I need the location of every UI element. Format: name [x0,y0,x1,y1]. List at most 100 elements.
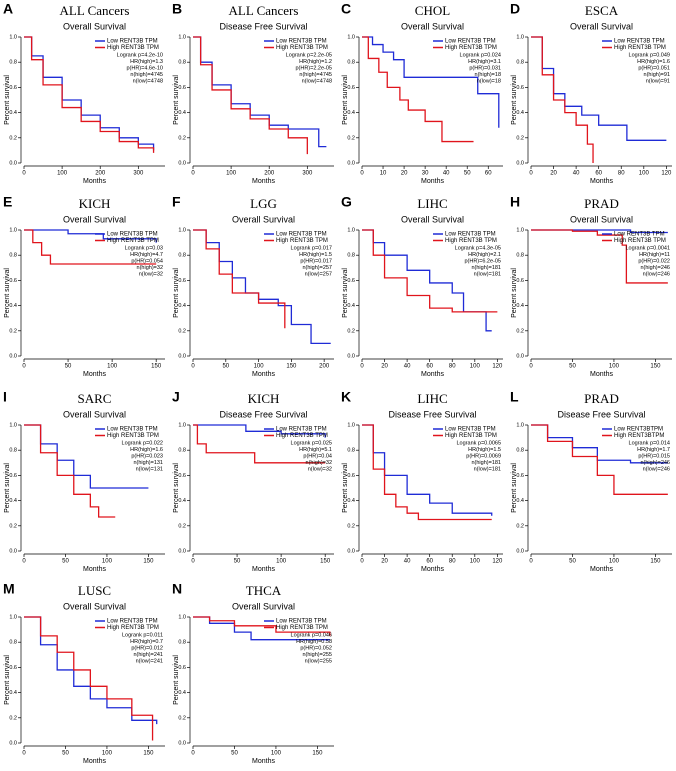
y-tick-label: 0.2 [178,328,186,334]
y-axis-label: Percent survival [4,655,11,705]
x-axis-label: Months [252,371,275,378]
stat-label: Logrank p=2.2e-05 [286,52,332,58]
x-tick-label: 50 [231,751,238,757]
stat-label: p(HR)=0.04 [303,453,332,459]
panel: B ALL Cancers Disease Free Survival Months P… [172,1,334,185]
stat-label: HR(high)=1.6 [130,447,163,453]
y-tick-label: 0.8 [516,253,524,259]
panel-letter: K [341,389,351,405]
x-axis-label: Months [421,371,444,378]
y-axis-label: Percent survival [342,268,349,318]
x-tick-label: 0 [529,364,533,370]
stat-label: n(low)=4748 [302,78,332,84]
x-tick-label: 40 [404,559,411,565]
stat-label: n(high)=91 [644,72,670,78]
x-tick-label: 80 [449,559,456,565]
y-tick-label: 1.0 [178,614,186,620]
stat-label: HR(high)=4.7 [130,252,163,258]
y-tick-label: 0.0 [9,740,17,746]
legend-label: Low RENT3B TPM [614,232,665,238]
stat-label: Logrank p=0.024 [460,52,501,58]
y-axis-label: Percent survival [342,463,349,513]
panel: D ESCA Overall Survival Months Percent survi… [510,1,672,185]
x-tick-label: 0 [360,171,364,177]
legend-label: High RENT3B TPM [276,238,328,244]
y-tick-label: 0.8 [9,60,17,66]
panel-letter: M [3,581,15,597]
y-axis-label: Percent survival [511,75,518,125]
chart-subtitle: Overall Survival [63,601,126,611]
x-tick-label: 0 [191,559,195,565]
y-axis-label: Percent survival [4,75,11,125]
stat-label: n(high)=4745 [299,72,332,78]
y-axis-label: Percent survival [4,268,11,318]
survival-curve [24,616,154,741]
stat-label: p(HR)=2.2e-05 [295,65,332,71]
survival-curve [531,424,668,495]
chart-title: THCA [246,583,282,598]
y-tick-label: 1.0 [178,34,186,40]
stat-label: HR(high)=1.5 [468,447,501,453]
survival-curve [193,616,331,636]
x-tick-label: 300 [302,171,313,177]
panel: A ALL Cancers Overall Survival Months Percen… [3,1,165,185]
stat-label: p(HR)=0.0069 [466,453,501,459]
legend-label: High RENT3B TPM [276,45,328,51]
y-tick-label: 0.8 [178,253,186,259]
x-tick-label: 100 [102,751,113,757]
x-tick-label: 0 [22,559,26,565]
chart-title: ESCA [585,3,619,18]
chart-subtitle: Overall Survival [232,214,295,224]
legend-label: High RENT3B TPM [276,433,328,439]
x-tick-label: 40 [573,171,580,177]
x-axis-label: Months [590,566,613,573]
legend-label: Low RENT3B TPM [276,39,327,45]
chart-title: KICH [79,196,111,211]
y-tick-label: 0.6 [178,278,186,284]
x-tick-label: 50 [222,364,229,370]
y-tick-label: 0.6 [9,665,17,671]
stat-label: n(low)=257 [305,271,332,277]
x-tick-label: 150 [286,364,297,370]
panel-letter: J [172,389,180,405]
x-tick-label: 40 [443,171,450,177]
stat-label: n(low)=181 [474,271,501,277]
x-tick-label: 100 [639,171,650,177]
x-tick-label: 120 [492,559,503,565]
stat-label: n(high)=4745 [130,72,163,78]
x-tick-label: 50 [234,559,241,565]
y-tick-label: 0.2 [347,135,355,141]
panel: F LGG Overall Survival Months Percent surviv… [172,194,334,378]
chart-subtitle: Overall Survival [232,601,295,611]
survival-curve [193,424,326,464]
x-tick-label: 0 [360,364,364,370]
x-axis-label: Months [83,758,106,765]
chart-title: KICH [248,391,280,406]
x-tick-label: 0 [22,364,26,370]
legend-label: Low RENT3B TPM [107,39,158,45]
y-tick-label: 1.0 [516,227,524,233]
y-axis-label: Percent survival [4,463,11,513]
x-axis-label: Months [83,178,106,185]
chart-title: LIHC [417,196,447,211]
y-tick-label: 0.0 [178,353,186,359]
panel-letter: N [172,581,182,597]
x-axis-label: Months [590,371,613,378]
x-axis-label: Months [83,371,106,378]
stat-label: Logrank p=0.03 [125,245,163,251]
y-tick-label: 0.2 [9,328,17,334]
panel-letter: D [510,1,520,17]
y-tick-label: 0.2 [178,135,186,141]
legend-label: Low RENT3B TPM [107,427,158,433]
stat-label: n(high)=32 [137,265,163,271]
y-tick-label: 0.4 [347,303,355,309]
y-tick-label: 0.6 [9,85,17,91]
y-axis-label: Percent survival [511,268,518,318]
x-tick-label: 10 [380,171,387,177]
y-tick-label: 0.2 [9,135,17,141]
chart-subtitle: Disease Free Survival [388,409,476,419]
stat-label: p(HR)=0.023 [131,453,163,459]
x-tick-label: 100 [470,559,481,565]
x-tick-label: 0 [22,171,26,177]
panel-letter: B [172,1,182,17]
